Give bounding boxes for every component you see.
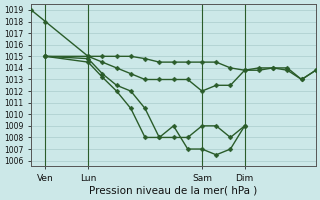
X-axis label: Pression niveau de la mer( hPa ): Pression niveau de la mer( hPa ) [89, 186, 258, 196]
